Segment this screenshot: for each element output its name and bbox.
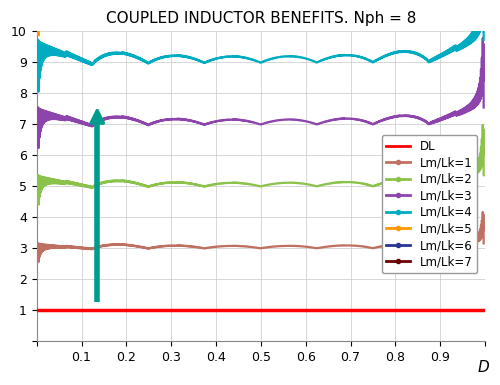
Title: COUPLED INDUCTOR BENEFITS. Nph = 8: COUPLED INDUCTOR BENEFITS. Nph = 8 bbox=[106, 11, 416, 26]
Text: D: D bbox=[478, 360, 490, 375]
Legend: DL, Lm/Lk=1, Lm/Lk=2, Lm/Lk=3, Lm/Lk=4, Lm/Lk=5, Lm/Lk=6, Lm/Lk=7: DL, Lm/Lk=1, Lm/Lk=2, Lm/Lk=3, Lm/Lk=4, … bbox=[382, 135, 477, 273]
